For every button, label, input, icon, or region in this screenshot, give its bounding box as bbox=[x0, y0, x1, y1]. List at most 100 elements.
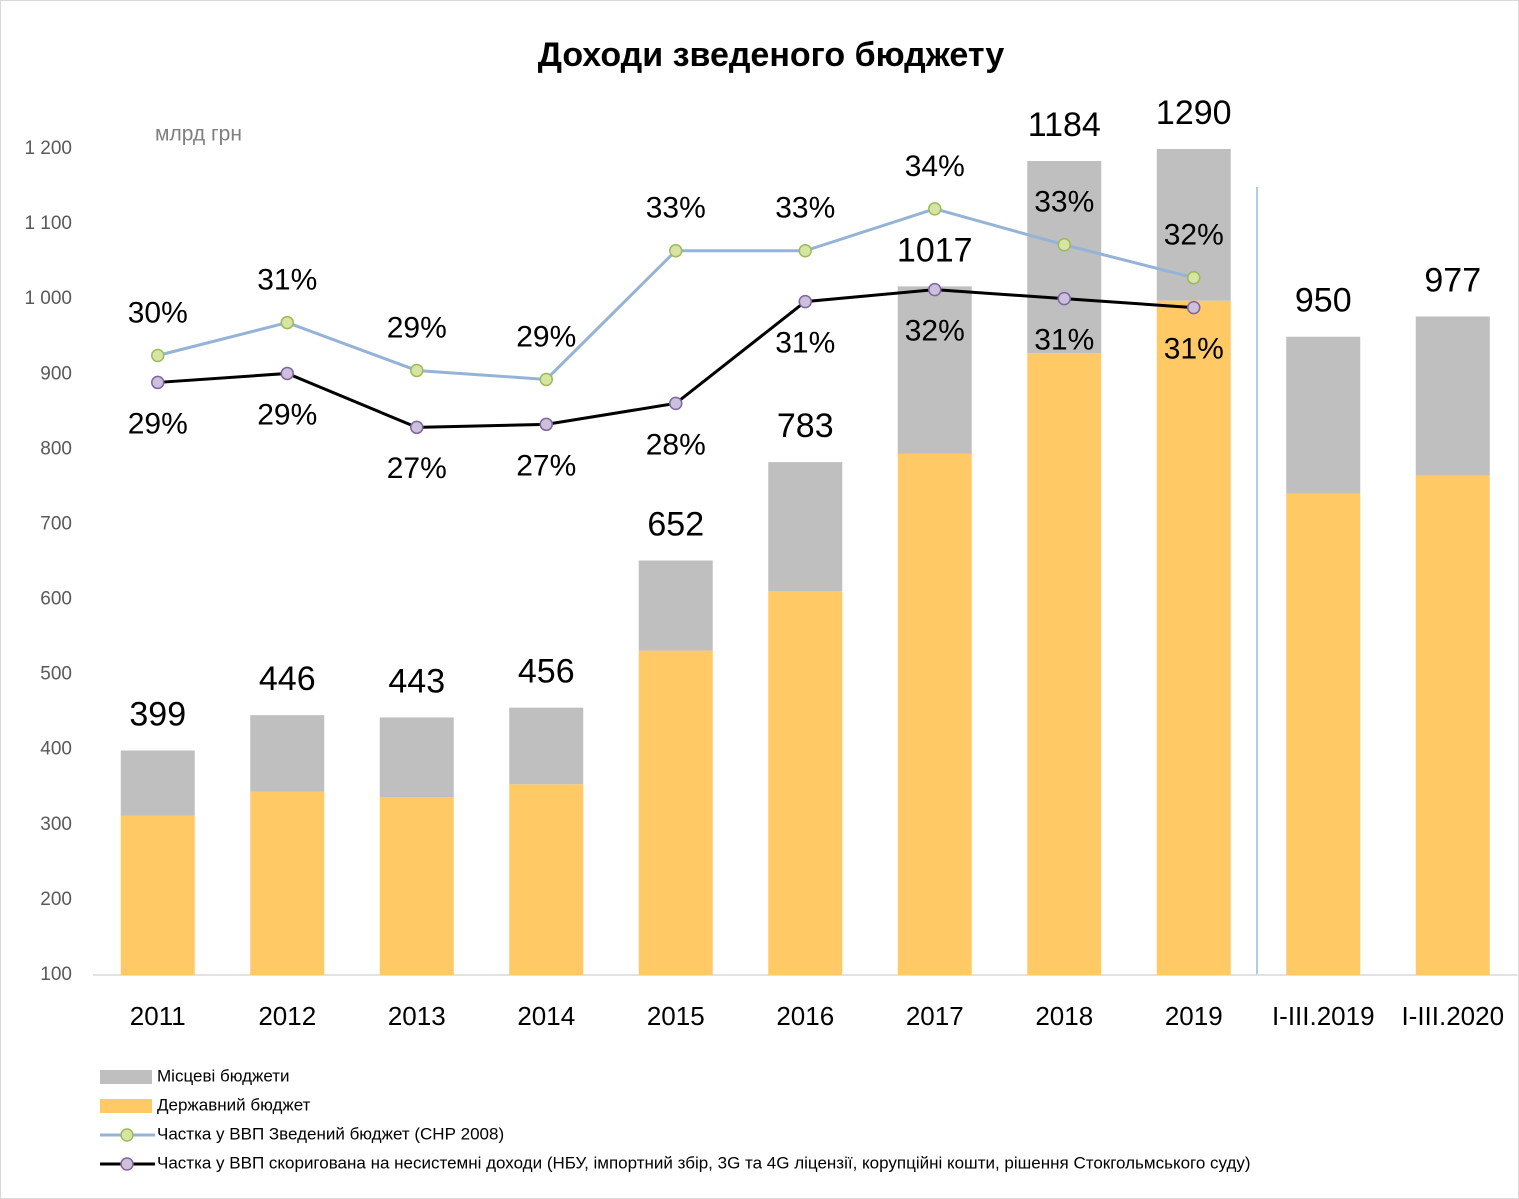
y-tick-label: 500 bbox=[40, 664, 72, 685]
bar-total-label: 456 bbox=[518, 653, 575, 691]
y-tick-label: 1 000 bbox=[24, 288, 72, 309]
line-value-label: 33% bbox=[775, 192, 835, 225]
bar-segment bbox=[1286, 493, 1361, 975]
bar-total-label: 1290 bbox=[1156, 94, 1232, 132]
x-tick-label: 2013 bbox=[388, 1001, 446, 1031]
line-value-label: 31% bbox=[257, 264, 317, 297]
legend-label: Державний бюджет bbox=[157, 1095, 311, 1114]
line-marker bbox=[798, 244, 812, 258]
legend-label: Частка у ВВП скоригована на несистемні д… bbox=[157, 1153, 1251, 1172]
y-tick-label: 300 bbox=[40, 814, 72, 835]
line-marker bbox=[1187, 270, 1201, 285]
legend-swatch bbox=[100, 1099, 152, 1113]
line-value-label: 29% bbox=[387, 311, 447, 344]
x-tick-label: 2019 bbox=[1165, 1001, 1223, 1031]
line-value-label: 33% bbox=[646, 192, 706, 225]
line-value-label: 27% bbox=[387, 452, 447, 485]
line-marker bbox=[280, 366, 294, 381]
x-tick-label: 2014 bbox=[517, 1001, 575, 1031]
y-tick-label: 900 bbox=[40, 363, 72, 384]
line-value-label: 28% bbox=[646, 428, 706, 461]
line-value-label: 31% bbox=[1164, 333, 1224, 366]
bar-segment bbox=[897, 286, 972, 454]
bar-total-label: 950 bbox=[1295, 282, 1352, 320]
bar-total-label: 783 bbox=[777, 407, 834, 445]
line-marker bbox=[410, 420, 424, 435]
line-value-label: 27% bbox=[516, 449, 576, 482]
bar-segment bbox=[250, 791, 325, 975]
line-marker bbox=[928, 202, 942, 216]
bar-segment bbox=[768, 591, 843, 975]
bar-segment bbox=[768, 462, 843, 592]
bar-segment bbox=[509, 784, 584, 975]
legend-marker bbox=[120, 1157, 134, 1171]
x-tick-label: 2018 bbox=[1035, 1001, 1093, 1031]
bar-segment bbox=[1027, 353, 1102, 975]
line-value-label: 34% bbox=[905, 150, 965, 183]
line-value-label: 30% bbox=[128, 296, 188, 329]
bar-total-label: 977 bbox=[1424, 261, 1481, 299]
x-tick-label: I-III.2019 bbox=[1272, 1001, 1375, 1031]
bar-segment bbox=[250, 715, 325, 792]
line-value-label: 31% bbox=[775, 327, 835, 360]
line-value-label: 29% bbox=[257, 398, 317, 431]
y-tick-label: 200 bbox=[40, 889, 72, 910]
bar-total-label: 652 bbox=[647, 505, 704, 543]
bar-segment bbox=[379, 717, 454, 798]
line-marker bbox=[669, 396, 683, 411]
legend-label: Частка у ВВП Зведений бюджет (СНР 2008) bbox=[157, 1124, 504, 1143]
y-tick-label: 1 200 bbox=[24, 138, 72, 159]
bar-segment bbox=[897, 453, 972, 975]
x-tick-label: 2015 bbox=[647, 1001, 705, 1031]
line-value-label: 32% bbox=[1164, 219, 1224, 252]
bar-segment bbox=[1415, 475, 1490, 975]
bar-segment bbox=[1156, 300, 1231, 976]
line-marker bbox=[280, 315, 294, 330]
unit-label: млрд грн bbox=[155, 123, 242, 146]
bar-segment bbox=[120, 750, 195, 816]
line-marker bbox=[928, 282, 942, 297]
legend-marker bbox=[120, 1128, 134, 1142]
y-tick-label: 800 bbox=[40, 438, 72, 459]
line-value-label: 32% bbox=[905, 315, 965, 348]
line-value-label: 29% bbox=[516, 320, 576, 353]
line-marker bbox=[1057, 291, 1071, 306]
bar-total-label: 399 bbox=[129, 695, 186, 733]
y-tick-label: 100 bbox=[40, 964, 72, 985]
line-marker bbox=[1057, 238, 1071, 252]
line-marker bbox=[410, 363, 424, 378]
y-tick-label: 400 bbox=[40, 739, 72, 760]
x-tick-label: 2017 bbox=[906, 1001, 964, 1031]
y-tick-label: 600 bbox=[40, 589, 72, 610]
bar-segment bbox=[638, 560, 713, 651]
bar-total-label: 446 bbox=[259, 660, 316, 698]
x-tick-label: 2011 bbox=[130, 1001, 186, 1031]
y-tick-label: 700 bbox=[40, 513, 72, 534]
x-tick-label: I-III.2020 bbox=[1401, 1001, 1504, 1031]
line-value-label: 31% bbox=[1034, 324, 1094, 357]
line-marker bbox=[798, 294, 812, 309]
bar-segment bbox=[379, 797, 454, 975]
legend-swatch bbox=[100, 1070, 152, 1084]
line-marker bbox=[539, 417, 553, 432]
bar-segment bbox=[1415, 316, 1490, 476]
line-marker bbox=[151, 348, 165, 363]
line-value-label: 33% bbox=[1034, 186, 1094, 219]
chart-title: Доходи зведеного бюджету bbox=[538, 36, 1005, 74]
bar-segment bbox=[509, 707, 584, 785]
line-marker bbox=[151, 375, 165, 390]
bar-total-label: 443 bbox=[388, 662, 445, 700]
bar-total-label: 1017 bbox=[897, 231, 973, 269]
line-value-label: 29% bbox=[128, 407, 188, 440]
y-tick-label: 1 100 bbox=[24, 213, 72, 234]
bar-segment bbox=[638, 650, 713, 975]
x-tick-label: 2012 bbox=[258, 1001, 316, 1031]
bar-total-label: 1184 bbox=[1028, 106, 1101, 144]
bar-segment bbox=[1286, 336, 1361, 494]
line-marker bbox=[539, 372, 553, 387]
line-marker bbox=[1187, 300, 1201, 315]
bar-segment bbox=[1027, 161, 1102, 354]
x-tick-label: 2016 bbox=[776, 1001, 834, 1031]
